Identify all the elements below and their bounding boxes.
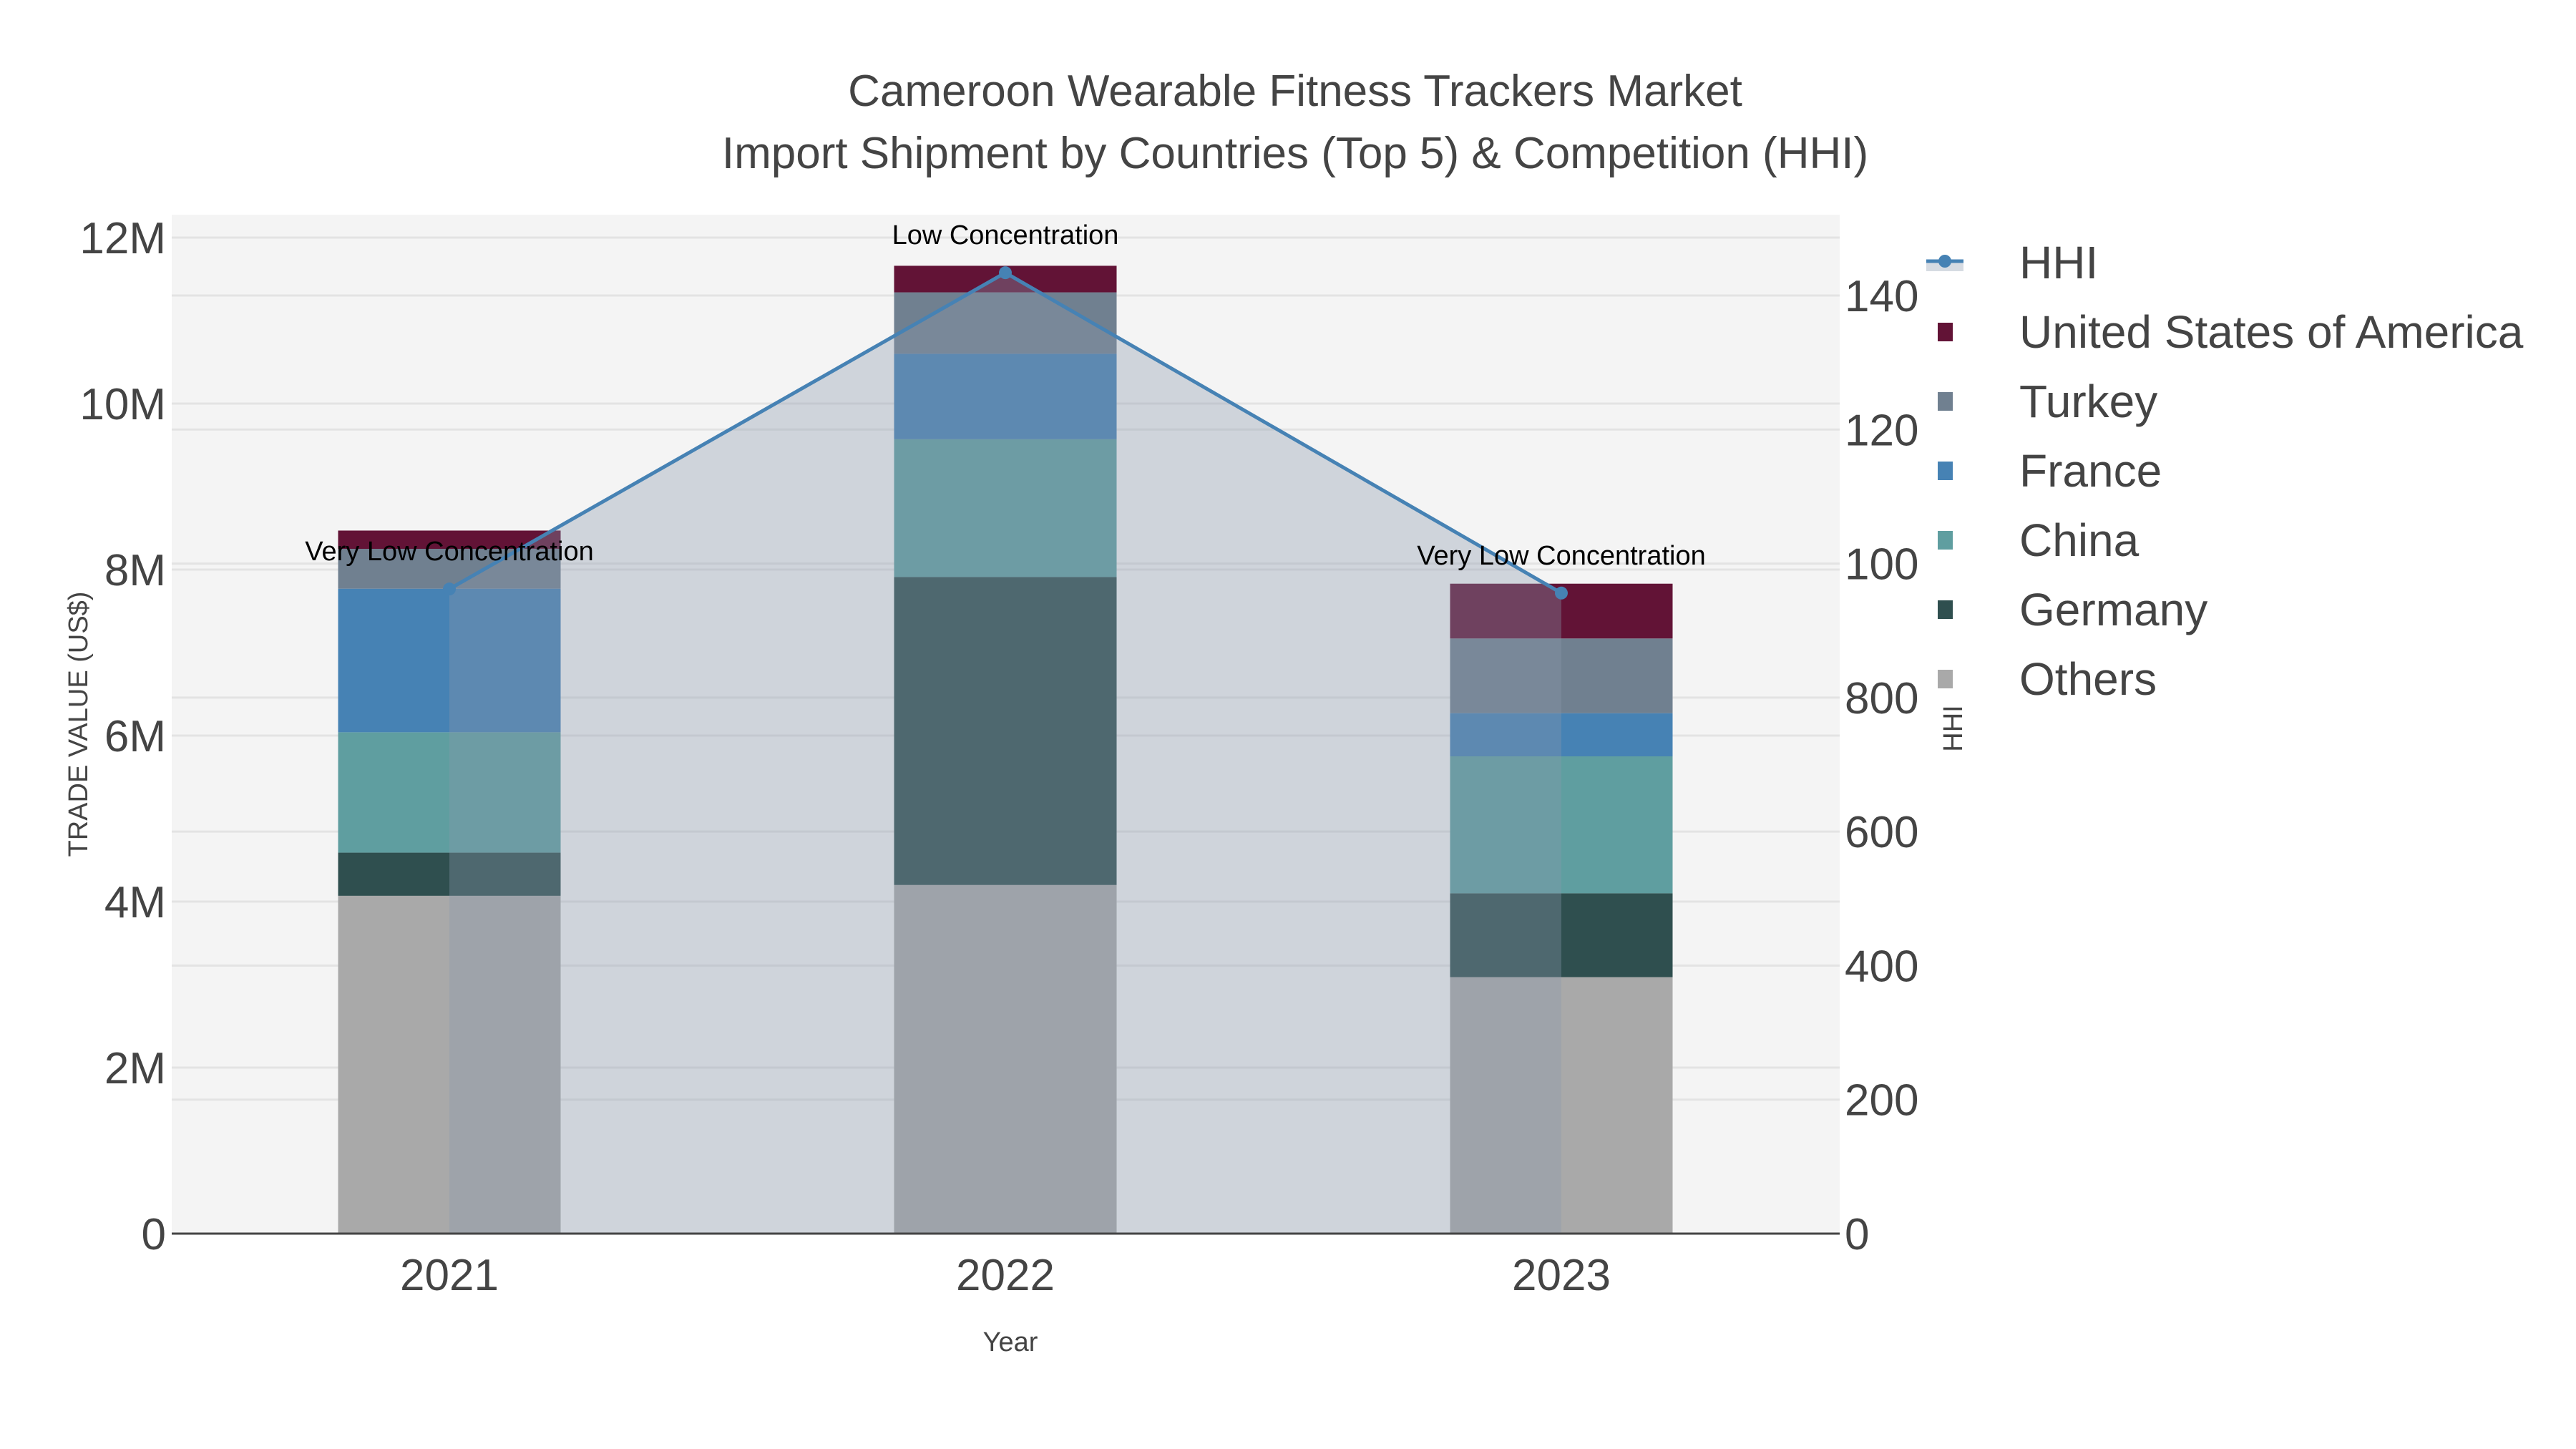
chart-subtitle: Import Shipment by Countries (Top 5) & C…: [722, 129, 1868, 178]
bar-segment-germany-2021[interactable]: [338, 852, 561, 896]
chart-title: Cameroon Wearable Fitness Trackers Marke…: [848, 67, 1742, 116]
y-tick-label: 0: [142, 1210, 166, 1259]
legend-label: Germany: [2019, 584, 2207, 635]
legend-label: China: [2019, 514, 2140, 566]
x-axis-ticks: 2021 2022 2023: [400, 1251, 1611, 1300]
bar-segment-others-2023[interactable]: [1450, 977, 1673, 1234]
bar-segment-germany-2023[interactable]: [1450, 893, 1673, 977]
bar-segment-turkey-2023[interactable]: [1450, 638, 1673, 713]
y2-tick-label: 120: [1845, 406, 1918, 455]
legend-marker-icon: [1938, 255, 1951, 268]
x-axis-title: Year: [983, 1327, 1038, 1357]
legend-label: HHI: [2019, 237, 2098, 288]
bar-segment-turkey-2021[interactable]: [338, 549, 561, 589]
legend-swatch-icon: [1938, 323, 1953, 341]
bar-segment-china-2023[interactable]: [1450, 756, 1673, 894]
legend-item-hhi[interactable]: HHI: [1926, 237, 2098, 288]
legend: HHI United States of America Turkey France C…: [1926, 237, 2524, 705]
y2-tick-label: 800: [1845, 674, 1918, 723]
y2-axis-title: HHI: [1938, 705, 1968, 751]
legend-swatch-icon: [1938, 392, 1953, 411]
bar-segment-germany-2022[interactable]: [894, 577, 1117, 885]
legend-label: United States of America: [2019, 306, 2524, 358]
legend-item-united-states-of-america[interactable]: United States of America: [1938, 306, 2524, 358]
y-axis-title: TRADE VALUE (US$): [64, 592, 94, 857]
annotations: Very Low Concentration Low Concentration V…: [305, 220, 1705, 571]
legend-label: Turkey: [2019, 376, 2157, 427]
y-tick-label: 8M: [104, 546, 166, 595]
bar-segment-others-2022[interactable]: [894, 884, 1117, 1234]
y2-tick-label: 140: [1845, 272, 1918, 321]
legend-swatch-icon: [1938, 462, 1953, 480]
legend-label: Others: [2019, 653, 2157, 705]
y2-axis-ticks: 0 200 400 600 800 100 120 140: [1845, 272, 1918, 1259]
x-tick-label: 2023: [1512, 1251, 1611, 1300]
hhi-point-2023[interactable]: [1555, 586, 1568, 600]
y-tick-label: 6M: [104, 712, 166, 761]
legend-swatch-icon: [1938, 670, 1953, 688]
legend-item-france[interactable]: France: [1938, 445, 2162, 497]
annotation-label: Low Concentration: [892, 220, 1119, 250]
y-tick-label: 2M: [104, 1044, 166, 1093]
legend-swatch-icon: [1938, 531, 1953, 550]
hhi-area: [449, 273, 1561, 1234]
legend-item-china[interactable]: China: [1938, 514, 2140, 566]
bar-segment-china-2022[interactable]: [894, 439, 1117, 577]
legend-item-others[interactable]: Others: [1938, 653, 2157, 705]
legend-swatch-icon: [1938, 600, 1953, 619]
hhi-series: [443, 266, 1568, 1234]
bar-segment-france-2023[interactable]: [1450, 713, 1673, 756]
bar-segment-others-2021[interactable]: [338, 895, 561, 1234]
hhi-point-2021[interactable]: [443, 582, 456, 596]
y2-tick-label: 100: [1845, 540, 1918, 590]
legend-item-germany[interactable]: Germany: [1938, 584, 2207, 635]
y2-tick-label: 600: [1845, 808, 1918, 857]
y-axis-ticks: 0 2M 4M 6M 8M 10M 12M: [79, 214, 166, 1259]
y-tick-label: 12M: [79, 214, 166, 263]
stacked-bars: [338, 265, 1673, 1234]
legend-item-turkey[interactable]: Turkey: [1938, 376, 2157, 427]
annotation-label: Very Low Concentration: [1417, 541, 1705, 571]
y-tick-label: 4M: [104, 878, 166, 927]
hhi-point-2022[interactable]: [999, 266, 1012, 280]
bar-segment-france-2021[interactable]: [338, 588, 561, 733]
bar-segment-france-2022[interactable]: [894, 353, 1117, 439]
annotation-label: Very Low Concentration: [305, 537, 593, 567]
y2-tick-label: 200: [1845, 1076, 1918, 1126]
bar-segment-turkey-2022[interactable]: [894, 292, 1117, 354]
x-tick-label: 2022: [956, 1251, 1055, 1300]
y2-tick-label: 400: [1845, 942, 1918, 991]
y2-tick-label: 0: [1845, 1210, 1869, 1259]
x-tick-label: 2021: [400, 1251, 499, 1300]
bar-segment-china-2021[interactable]: [338, 732, 561, 853]
y-tick-label: 10M: [79, 380, 166, 429]
legend-label: France: [2019, 445, 2162, 497]
